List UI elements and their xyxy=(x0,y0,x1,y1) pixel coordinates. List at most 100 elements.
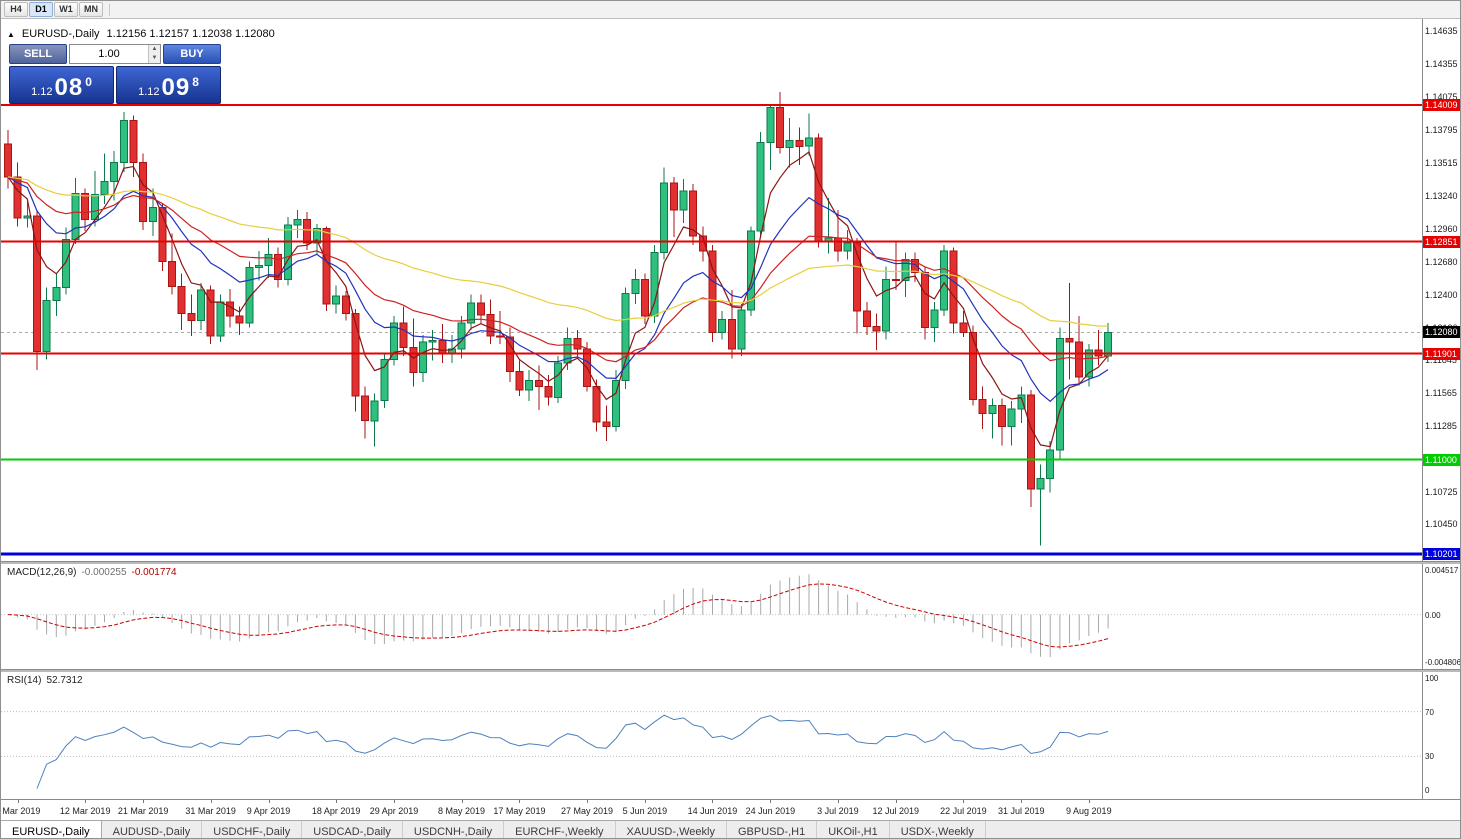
price-tick: 1.10725 xyxy=(1425,487,1458,498)
rsi-axis-label: 0 xyxy=(1425,786,1430,795)
price-tick: 1.14635 xyxy=(1425,26,1458,37)
rsi-axis-label: 100 xyxy=(1425,674,1439,683)
macd-axis-label: 0.004517 xyxy=(1425,566,1459,575)
current-price-badge: 1.12080 xyxy=(1423,326,1460,339)
volume-input[interactable]: 1.00 ▲ ▼ xyxy=(69,44,161,64)
date-axis-label: 24 Jun 2019 xyxy=(745,806,796,816)
date-tick xyxy=(394,800,395,803)
date-tick xyxy=(587,800,588,803)
main-chart-panel: 1.14635 1.14355 1.14075 1.13795 1.13515 1.132… xyxy=(1,19,1460,562)
tab-usdchf-daily[interactable]: USDCHF-,Daily xyxy=(202,821,303,838)
ask-price-pips: 09 xyxy=(161,74,191,101)
date-tick xyxy=(461,800,463,803)
date-tick xyxy=(770,800,772,803)
volume-increase-button[interactable]: ▲ xyxy=(149,45,160,54)
date-axis-label: 12 Mar 2019 xyxy=(59,806,111,816)
tab-usdx-weekly[interactable]: USDX-,Weekly xyxy=(890,821,986,838)
price-tick: 1.14355 xyxy=(1425,59,1458,70)
price-level-badge: 1.14009 xyxy=(1423,99,1460,112)
date-axis-label: 9 Apr 2019 xyxy=(246,806,291,816)
date-axis[interactable]: 3 Mar 2019 12 Mar 2019 21 Mar 2019 31 Mar 2… xyxy=(1,799,1460,820)
buy-button[interactable]: BUY xyxy=(163,44,221,64)
candlestick-chart[interactable] xyxy=(1,19,1422,561)
tab-eurchf-weekly[interactable]: EURCHF-,Weekly xyxy=(504,821,616,838)
tab-eurusd-daily[interactable]: EURUSD-,Daily xyxy=(1,821,102,838)
price-tick: 1.12680 xyxy=(1425,256,1458,267)
tab-audusd-daily[interactable]: AUDUSD-,Daily xyxy=(102,821,203,838)
date-axis-label: 31 Mar 2019 xyxy=(185,806,236,816)
date-axis-label: 31 Jul 2019 xyxy=(997,806,1045,816)
date-tick xyxy=(336,800,338,803)
price-axis[interactable]: 1.14635 1.14355 1.14075 1.13795 1.13515 1.132… xyxy=(1422,19,1460,562)
date-axis-label: 3 Jul 2019 xyxy=(817,806,859,816)
macd-axis-label: -0.004806 xyxy=(1425,658,1461,667)
tick-direction-icon: ▲ xyxy=(7,29,15,39)
ask-price[interactable]: 1.12 09 8 xyxy=(116,66,221,104)
bid-price-pips: 08 xyxy=(54,74,84,101)
date-tick xyxy=(837,800,839,803)
tab-xauusd-weekly[interactable]: XAUUSD-,Weekly xyxy=(616,821,727,838)
ask-price-point: 8 xyxy=(192,75,199,89)
timeframe-mn-button[interactable]: MN xyxy=(79,2,103,17)
price-level-badge: 1.10201 xyxy=(1423,547,1460,560)
date-tick xyxy=(85,800,87,803)
date-tick xyxy=(963,800,965,803)
date-axis-label: 9 Aug 2019 xyxy=(1066,806,1112,816)
chart-symbol-label: EURUSD-,Daily xyxy=(21,28,100,40)
timeframe-toolbar: H4 D1 W1 MN xyxy=(1,1,1460,19)
rsi-axis[interactable]: 100 70 30 0 xyxy=(1422,672,1460,799)
date-axis-label: 5 Jun 2019 xyxy=(622,806,668,816)
date-axis-label: 12 Jul 2019 xyxy=(872,806,920,816)
date-tick xyxy=(1088,800,1090,803)
sell-button[interactable]: SELL xyxy=(9,44,67,64)
date-axis-label: 17 May 2019 xyxy=(493,806,546,816)
macd-title: MACD(12,26,9) -0.000255 -0.001774 xyxy=(7,567,177,578)
date-tick xyxy=(712,800,714,803)
macd-panel: 0.004517 0.00 -0.004806 MACD(12,26,9) -0.0… xyxy=(1,564,1461,669)
panel-splitter[interactable] xyxy=(1,561,1460,564)
tab-ukoil-h1[interactable]: UKOil-,H1 xyxy=(817,821,890,838)
date-tick xyxy=(17,800,19,803)
one-click-trade-panel: SELL 1.00 ▲ ▼ BUY 1.12 08 0 1.12 09 8 xyxy=(9,44,221,104)
price-tick: 1.14075 xyxy=(1425,92,1458,103)
date-tick xyxy=(268,800,270,803)
macd-indicator-label: MACD(12,26,9) xyxy=(7,567,77,578)
rsi-indicator-label: RSI(14) xyxy=(7,675,42,686)
panel-splitter-2[interactable] xyxy=(1,669,1460,672)
bid-price[interactable]: 1.12 08 0 xyxy=(9,66,114,104)
toolbar-separator xyxy=(109,3,110,16)
ask-price-major: 1.12 xyxy=(138,86,160,98)
rsi-chart[interactable] xyxy=(1,672,1422,799)
bid-price-major: 1.12 xyxy=(31,86,53,98)
price-tick: 1.11845 xyxy=(1425,355,1457,366)
volume-value[interactable]: 1.00 xyxy=(98,48,120,60)
rsi-title: RSI(14) 52.7312 xyxy=(7,675,83,686)
price-level-badge: 1.12851 xyxy=(1423,235,1460,248)
tab-gbpusd-h1[interactable]: GBPUSD-,H1 xyxy=(727,821,818,838)
price-tick: 1.11565 xyxy=(1425,388,1457,399)
volume-decrease-button[interactable]: ▼ xyxy=(149,54,160,63)
macd-axis[interactable]: 0.004517 0.00 -0.004806 xyxy=(1422,564,1461,669)
timeframe-h4-button[interactable]: H4 xyxy=(4,2,28,17)
rsi-value: 52.7312 xyxy=(46,675,83,686)
date-tick xyxy=(519,800,521,803)
date-tick xyxy=(210,800,212,803)
macd-axis-label: 0.00 xyxy=(1425,610,1441,620)
rsi-axis-label: 70 xyxy=(1425,707,1434,717)
price-level-badge: 1.11901 xyxy=(1423,347,1460,360)
price-level-badge: 1.11000 xyxy=(1423,453,1460,466)
rsi-panel: 100 70 30 0 RSI(14) 52.7312 xyxy=(1,672,1460,799)
tab-usdcnh-daily[interactable]: USDCNH-,Daily xyxy=(403,821,505,838)
price-tick: 1.13795 xyxy=(1425,125,1458,136)
bid-price-point: 0 xyxy=(85,75,92,89)
timeframe-d1-button[interactable]: D1 xyxy=(29,2,53,17)
price-tick: 1.13240 xyxy=(1425,190,1458,201)
date-tick xyxy=(644,800,646,803)
tab-usdcad-daily[interactable]: USDCAD-,Daily xyxy=(302,821,403,838)
timeframe-w1-button[interactable]: W1 xyxy=(54,2,78,17)
date-axis-label: 18 Apr 2019 xyxy=(311,806,361,816)
macd-chart[interactable] xyxy=(1,564,1422,669)
date-tick xyxy=(1021,800,1023,803)
price-tick: 1.12960 xyxy=(1425,223,1458,234)
